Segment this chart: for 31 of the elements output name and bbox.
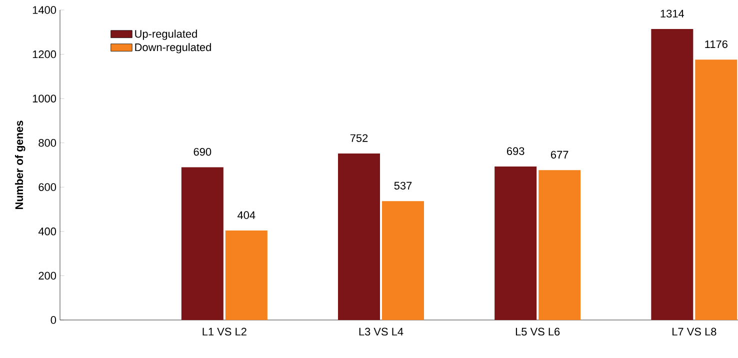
legend-label: Up-regulated xyxy=(135,30,197,40)
y-tick-label: 1400 xyxy=(32,6,56,14)
bar xyxy=(225,230,268,320)
data-label: 690 xyxy=(194,148,212,156)
y-tick-label: 600 xyxy=(38,183,56,192)
y-tick-label: 1000 xyxy=(32,94,56,102)
x-tick-label: L3 VS L4 xyxy=(359,328,404,336)
y-tick-label: 1200 xyxy=(32,50,56,58)
bar xyxy=(181,167,224,320)
data-label: 752 xyxy=(350,134,368,142)
bar xyxy=(695,60,738,320)
data-label: 1314 xyxy=(660,10,684,18)
bar xyxy=(494,166,537,320)
y-axis-title: Number of genes xyxy=(15,120,26,210)
data-label: 693 xyxy=(507,147,524,156)
data-label: 404 xyxy=(238,211,256,220)
data-label: 1176 xyxy=(705,40,728,48)
bar xyxy=(338,153,380,320)
y-tick-label: 200 xyxy=(38,272,56,280)
x-tick-label: L5 VS L6 xyxy=(516,328,560,336)
y-tick-label: 400 xyxy=(38,228,56,236)
x-tick-label: L7 VS L8 xyxy=(672,328,716,336)
bar xyxy=(651,29,694,320)
bar xyxy=(382,201,424,320)
y-tick-label: 0 xyxy=(50,316,56,324)
x-tick-label: L1 VS L2 xyxy=(202,328,246,336)
data-label: 537 xyxy=(394,182,412,190)
bar xyxy=(538,170,581,320)
legend-label: Down-regulated xyxy=(135,43,211,54)
y-tick-label: 800 xyxy=(38,138,56,147)
data-label: 677 xyxy=(550,150,568,159)
